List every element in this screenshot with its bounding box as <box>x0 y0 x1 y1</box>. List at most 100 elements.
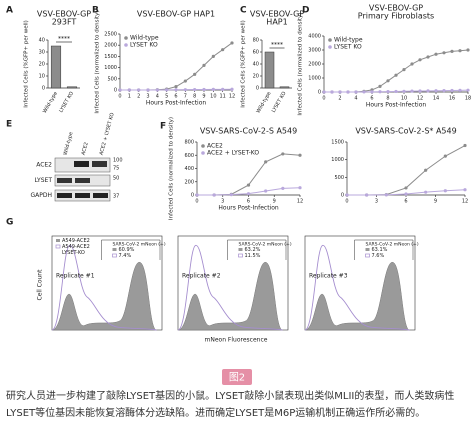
panel-label: A <box>6 6 13 16</box>
data-point <box>354 90 358 94</box>
data-point <box>221 48 225 52</box>
data-point <box>426 55 430 59</box>
y-tick-label: 0 <box>114 88 117 94</box>
data-point <box>443 189 447 193</box>
x-tick-label: 0 <box>195 199 198 205</box>
x-tick-label: 6 <box>404 199 407 205</box>
blot-image <box>54 157 111 202</box>
gate-percent: 63.2% <box>245 247 261 253</box>
legend-label: ACE2 + LYSET-KO <box>207 150 259 157</box>
gate-label: SARS-CoV-2 mNeon (+) <box>239 242 292 248</box>
y-tick-label: 1000 <box>104 65 117 71</box>
y-tick-label: 40 <box>253 62 259 68</box>
legend-label: Wild-type <box>334 37 363 44</box>
x-tick-label: 12 <box>229 94 235 100</box>
data-point <box>378 84 382 88</box>
x-tick-label: 0 <box>118 94 121 100</box>
data-point <box>362 90 366 94</box>
y-tick-label: 80 <box>253 38 259 44</box>
row-label: LYSET <box>35 177 53 184</box>
data-point <box>174 85 178 89</box>
gate-label: SARS-CoV-2 mNeon (+) <box>366 242 419 248</box>
data-point <box>155 88 159 92</box>
y-tick-label: 400 <box>184 166 194 172</box>
lane-label: ACE2 <box>81 142 90 156</box>
y-axis-label: Infected Cells (normalized to density) <box>169 117 175 220</box>
x-tick-label: 9 <box>273 199 276 205</box>
replicate-label: Replicate #2 <box>182 273 221 280</box>
chart-subtitle: HAP1 <box>266 18 287 27</box>
data-point <box>193 72 197 76</box>
histogram-line <box>177 244 283 331</box>
legend-swatch <box>55 244 61 249</box>
data-point <box>202 63 206 67</box>
mw-marker: 37 <box>113 194 119 200</box>
data-point <box>127 88 131 92</box>
y-tick-label: 200 <box>184 179 194 185</box>
y-tick-label: 800 <box>184 140 194 146</box>
y-tick-label: 0 <box>42 86 45 92</box>
panel-label: D <box>302 6 309 16</box>
x-tick-label: 3 <box>146 94 149 100</box>
gate <box>354 239 414 260</box>
legend-marker <box>124 43 128 47</box>
legend-marker <box>201 144 205 148</box>
gate-percent: 7.4% <box>119 253 132 259</box>
y-tick-label: 0 <box>318 90 321 96</box>
histogram-fill <box>304 262 410 331</box>
data-point <box>370 90 374 94</box>
data-point <box>426 89 430 93</box>
data-point <box>434 89 438 93</box>
x-axis-label: mNeon Fluorescence <box>205 337 268 344</box>
data-point <box>346 90 350 94</box>
y-tick-label: 600 <box>184 153 194 159</box>
x-tick-label: 0 <box>345 199 348 205</box>
figure-label-box <box>222 369 252 385</box>
row-label: ACE2 <box>36 162 52 169</box>
x-tick-label: 5 <box>165 94 168 100</box>
gate-percent: 7.6% <box>372 253 385 259</box>
x-tick-label: 12 <box>462 199 468 205</box>
histogram-line <box>304 244 410 331</box>
data-point <box>418 89 422 93</box>
significance-label: **** <box>271 42 283 49</box>
data-point <box>230 41 234 45</box>
y-axis-label: Cell Count <box>37 269 44 301</box>
chart-subtitle: Primary Fibroblasts <box>358 12 434 21</box>
data-point <box>424 168 428 172</box>
gate-swatch <box>365 248 370 251</box>
data-point <box>212 193 216 197</box>
data-point <box>202 87 206 92</box>
data-point <box>345 193 349 197</box>
data-point <box>458 88 462 92</box>
gate-swatch <box>238 248 243 251</box>
x-tick-label: 2 <box>338 96 341 102</box>
legend-label: Wild-type <box>130 35 159 42</box>
y-tick-label: 500 <box>334 175 344 181</box>
data-point <box>246 183 251 187</box>
data-point <box>330 90 334 94</box>
x-axis-label: Hours Post-Infection <box>146 100 207 107</box>
row-label: GAPDH <box>30 192 52 199</box>
x-tick-label: 4 <box>354 96 357 102</box>
gate-swatch <box>238 253 243 258</box>
x-tick-label: 9 <box>434 199 437 205</box>
histogram-fill <box>177 262 283 331</box>
panel-label: B <box>92 6 99 16</box>
x-tick-label: 14 <box>433 96 439 102</box>
data-point <box>246 192 251 196</box>
x-tick-label: 16 <box>449 96 455 102</box>
data-point <box>211 87 215 91</box>
legend-marker <box>124 36 128 40</box>
x-tick-label: 8 <box>386 96 389 102</box>
y-tick-label: 1500 <box>104 54 117 60</box>
x-tick-label: 12 <box>417 96 423 102</box>
y-tick-label: 20 <box>39 62 45 68</box>
x-tick-label: 7 <box>184 94 187 100</box>
mw-marker: 75 <box>113 166 119 172</box>
gate-percent: 11.5% <box>245 253 261 259</box>
chart-title: VSV-EBOV-GP HAP1 <box>137 10 215 19</box>
chart-title: VSV-SARS-CoV-2-S* A549 <box>355 127 456 136</box>
y-tick-label: 1000 <box>308 76 321 82</box>
